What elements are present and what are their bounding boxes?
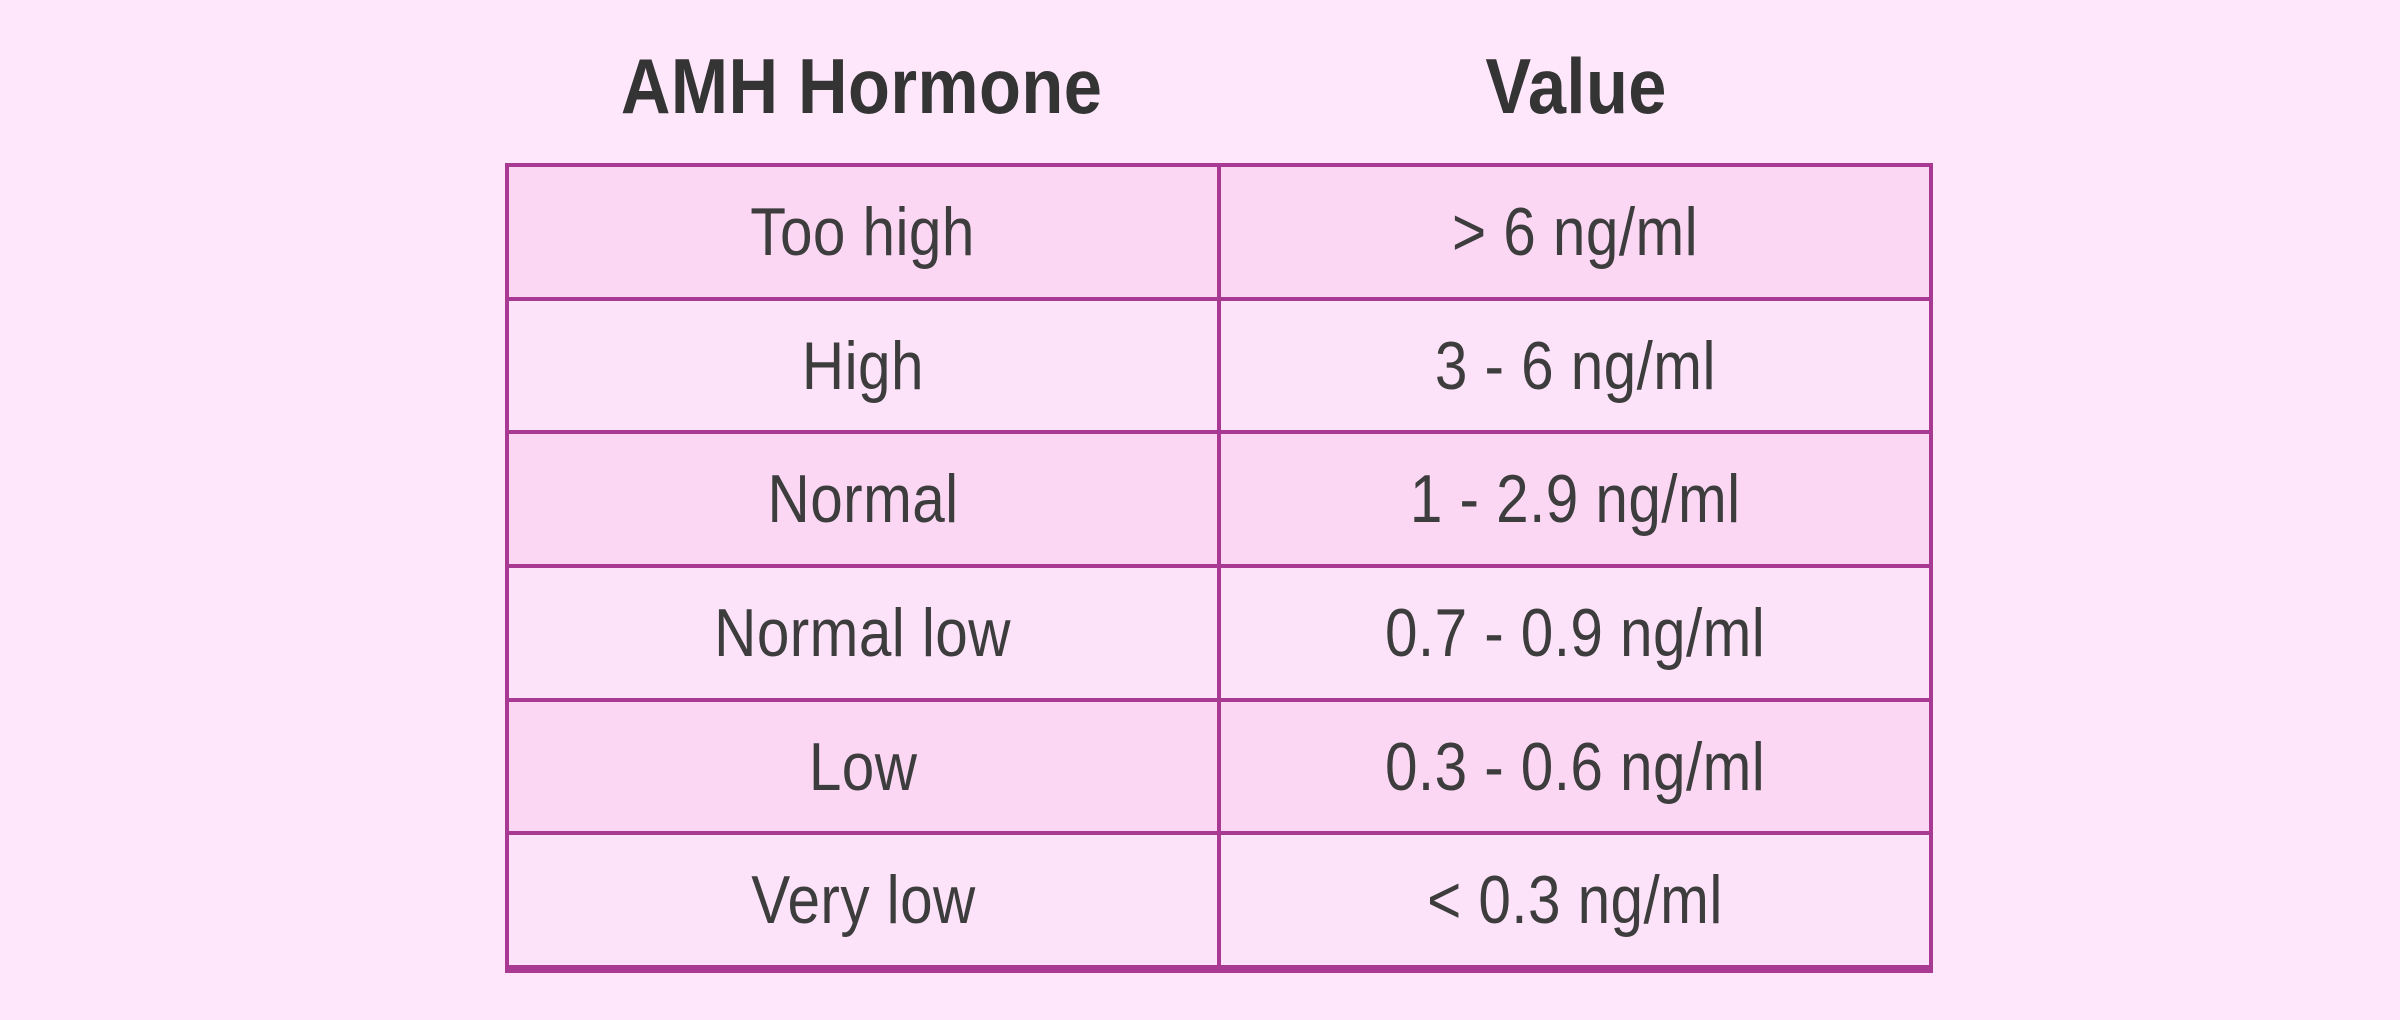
value-text: 1 - 2.9 ng/ml xyxy=(1409,461,1741,538)
value-text: 3 - 6 ng/ml xyxy=(1434,327,1716,404)
level-text: High xyxy=(801,327,924,404)
value-text: 0.7 - 0.9 ng/ml xyxy=(1384,594,1766,671)
level-text: Very low xyxy=(750,862,976,939)
value-text: 0.3 - 0.6 ng/ml xyxy=(1384,728,1766,805)
level-cell: Too high xyxy=(509,167,1221,297)
level-text: Normal xyxy=(767,461,959,538)
level-text: Too high xyxy=(750,193,976,270)
level-cell: Normal low xyxy=(509,568,1221,698)
level-cell: High xyxy=(509,300,1221,431)
amh-levels-table: Too high > 6 ng/ml High 3 - 6 ng/ml Norm… xyxy=(505,163,1933,973)
value-text: < 0.3 ng/ml xyxy=(1427,862,1723,939)
level-cell: Low xyxy=(509,701,1221,832)
value-text: > 6 ng/ml xyxy=(1451,193,1699,270)
table-row: Normal 1 - 2.9 ng/ml xyxy=(509,430,1929,565)
value-cell: < 0.3 ng/ml xyxy=(1221,835,1929,966)
value-cell: 0.7 - 0.9 ng/ml xyxy=(1221,568,1929,698)
table-row: Normal low 0.7 - 0.9 ng/ml xyxy=(509,564,1929,698)
level-text: Normal low xyxy=(714,594,1012,671)
value-cell: 3 - 6 ng/ml xyxy=(1221,300,1929,431)
column-header-hormone-label: AMH Hormone xyxy=(621,41,1103,130)
column-header-value: Value xyxy=(1219,36,1933,136)
table-row: Too high > 6 ng/ml xyxy=(509,167,1929,297)
value-cell: > 6 ng/ml xyxy=(1221,167,1929,297)
table-row: High 3 - 6 ng/ml xyxy=(509,296,1929,431)
value-cell: 1 - 2.9 ng/ml xyxy=(1221,434,1929,565)
level-cell: Very low xyxy=(509,835,1221,966)
table-row: Very low < 0.3 ng/ml xyxy=(509,831,1929,966)
table-row: Low 0.3 - 0.6 ng/ml xyxy=(509,697,1929,832)
column-headers: AMH Hormone Value xyxy=(505,36,1933,136)
value-cell: 0.3 - 0.6 ng/ml xyxy=(1221,701,1929,832)
level-text: Low xyxy=(808,728,918,805)
column-header-value-label: Value xyxy=(1485,41,1667,130)
column-header-hormone: AMH Hormone xyxy=(505,36,1219,136)
level-cell: Normal xyxy=(509,434,1221,565)
